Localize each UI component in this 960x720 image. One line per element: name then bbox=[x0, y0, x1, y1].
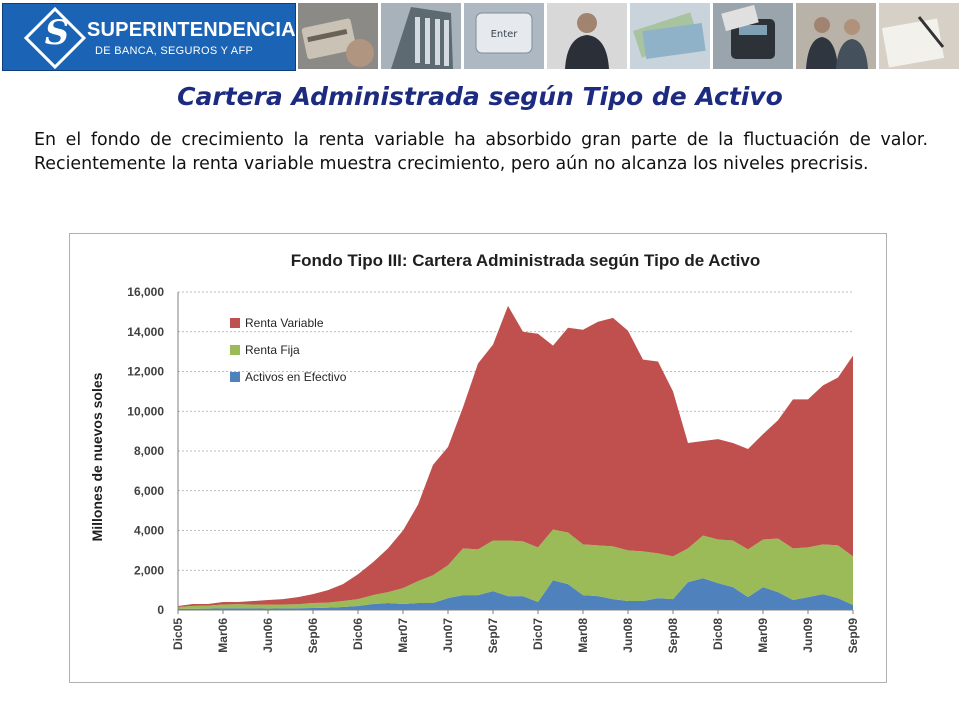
svg-text:Enter: Enter bbox=[491, 29, 519, 40]
x-tick-label: Jun06 bbox=[261, 618, 275, 653]
x-tick-label: Mar09 bbox=[756, 618, 770, 653]
y-tick-label: 6,000 bbox=[134, 484, 164, 498]
photo-businessman bbox=[547, 3, 627, 69]
sbs-logo: S SUPERINTENDENCIA DE BANCA, SEGUROS Y A… bbox=[2, 3, 296, 71]
x-tick-label: Sep09 bbox=[846, 618, 860, 654]
x-tick-label: Mar06 bbox=[216, 618, 230, 653]
chart-title: Fondo Tipo III: Cartera Administrada seg… bbox=[291, 251, 760, 270]
y-tick-label: 12,000 bbox=[127, 365, 164, 379]
photo-enter-key: Enter bbox=[464, 3, 544, 69]
chart-labels: Fondo Tipo III: Cartera Administrada seg… bbox=[89, 251, 860, 653]
photo-banknotes bbox=[630, 3, 710, 69]
legend-label: Renta Variable bbox=[245, 316, 324, 330]
x-tick-label: Mar07 bbox=[396, 618, 410, 653]
slide-body-text: En el fondo de crecimiento la renta vari… bbox=[34, 130, 928, 174]
y-tick-label: 0 bbox=[157, 603, 164, 617]
x-tick-label: Dic05 bbox=[171, 618, 185, 650]
y-tick-label: 8,000 bbox=[134, 444, 164, 458]
x-tick-label: Jun09 bbox=[801, 618, 815, 653]
legend-swatch bbox=[230, 318, 240, 328]
logo-name: SUPERINTENDENCIA bbox=[87, 19, 296, 41]
x-tick-label: Sep07 bbox=[486, 618, 500, 654]
x-tick-label: Dic08 bbox=[711, 618, 725, 650]
x-tick-label: Jun07 bbox=[441, 618, 455, 653]
chart-axes bbox=[177, 292, 854, 614]
x-tick-label: Dic06 bbox=[351, 618, 365, 650]
legend-label: Activos en Efectivo bbox=[245, 370, 347, 384]
x-tick-label: Sep06 bbox=[306, 618, 320, 654]
legend-swatch bbox=[230, 345, 240, 355]
x-tick-label: Mar08 bbox=[576, 618, 590, 653]
photo-card-terminal bbox=[713, 3, 793, 69]
area-series-activos-en-efectivo bbox=[178, 578, 853, 610]
legend-swatch bbox=[230, 372, 240, 382]
y-tick-label: 4,000 bbox=[134, 524, 164, 538]
photo-business-meeting bbox=[796, 3, 876, 69]
chart-frame: Fondo Tipo III: Cartera Administrada seg… bbox=[69, 233, 887, 683]
photo-signing-document bbox=[879, 3, 959, 69]
area-series-renta-fija bbox=[178, 529, 853, 610]
stacked-area-chart: Fondo Tipo III: Cartera Administrada seg… bbox=[89, 251, 860, 653]
legend-label: Renta Fija bbox=[245, 343, 300, 357]
logo-subtitle: DE BANCA, SEGUROS Y AFP bbox=[95, 45, 254, 57]
slide-title: Cartera Administrada según Tipo de Activ… bbox=[177, 82, 783, 111]
chart-legend: Renta Variable Renta Fija Activos en Efect… bbox=[230, 316, 347, 384]
photo-card-payment bbox=[298, 3, 378, 69]
y-tick-label: 14,000 bbox=[127, 325, 164, 339]
y-tick-label: 16,000 bbox=[127, 285, 164, 299]
x-tick-label: Sep08 bbox=[666, 618, 680, 654]
x-tick-label: Dic07 bbox=[531, 618, 545, 650]
y-tick-label: 2,000 bbox=[134, 563, 164, 577]
chart-areas bbox=[178, 305, 853, 610]
area-series-renta-variable bbox=[178, 305, 853, 608]
logo-letter: S bbox=[44, 13, 70, 53]
y-axis-title: Millones de nuevos soles bbox=[89, 372, 105, 541]
photo-office-building bbox=[381, 3, 461, 69]
header-banner: S SUPERINTENDENCIA DE BANCA, SEGUROS Y A… bbox=[0, 0, 960, 72]
y-tick-label: 10,000 bbox=[127, 404, 164, 418]
x-tick-label: Jun08 bbox=[621, 618, 635, 653]
